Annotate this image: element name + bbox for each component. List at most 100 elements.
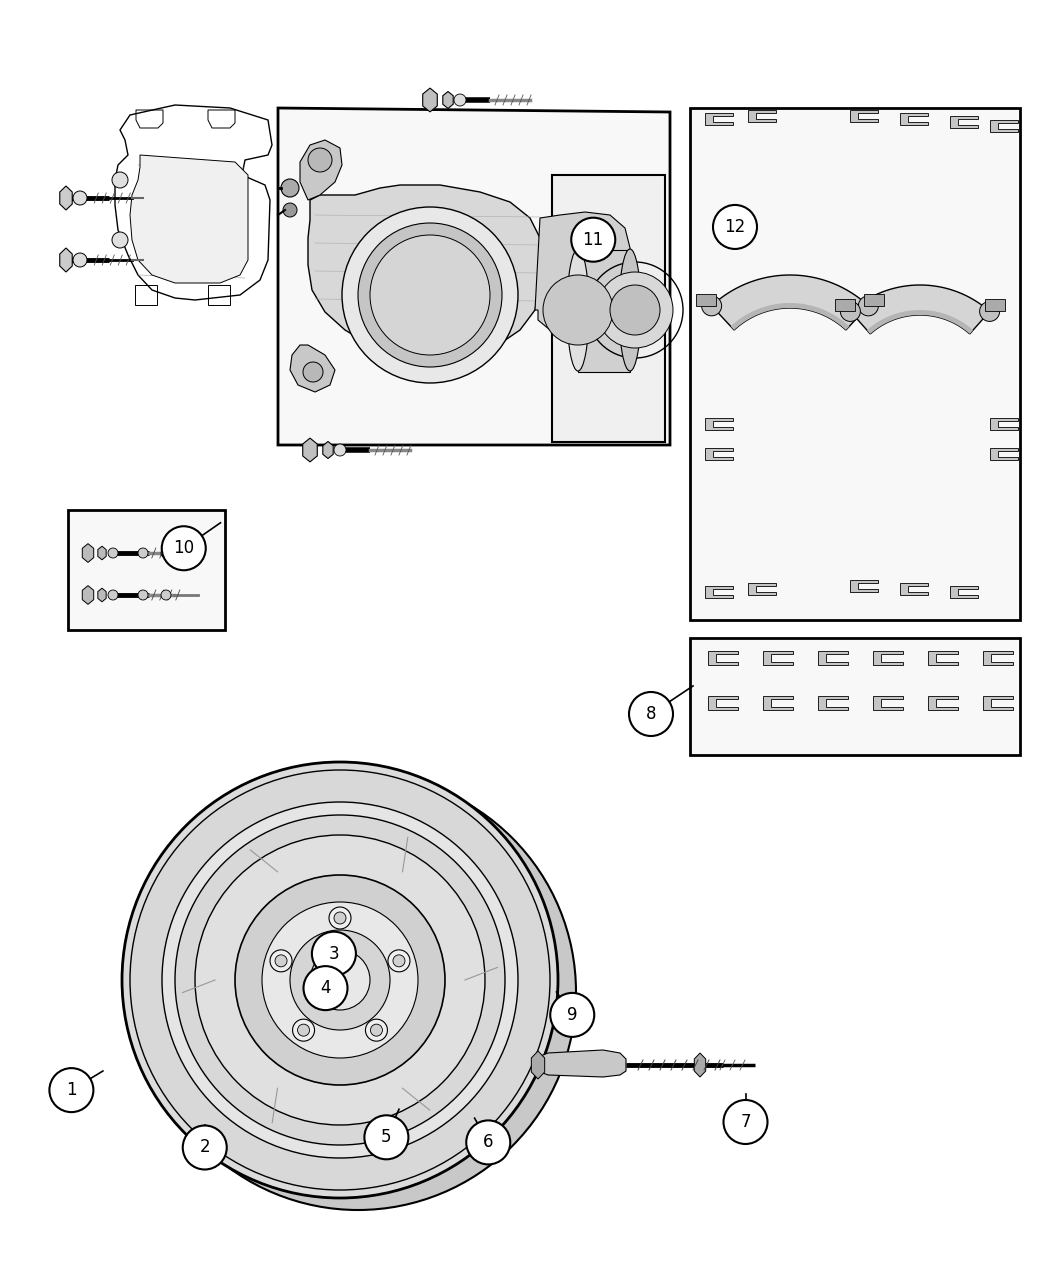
Polygon shape: [705, 448, 733, 460]
Polygon shape: [130, 156, 248, 283]
Polygon shape: [423, 88, 437, 112]
Circle shape: [262, 901, 418, 1058]
Circle shape: [74, 191, 87, 205]
Polygon shape: [818, 652, 848, 666]
Polygon shape: [873, 696, 903, 710]
Circle shape: [293, 1019, 315, 1042]
Polygon shape: [578, 250, 630, 372]
Polygon shape: [763, 696, 793, 710]
Polygon shape: [705, 113, 733, 125]
Polygon shape: [928, 652, 958, 666]
Polygon shape: [531, 1051, 545, 1079]
Circle shape: [364, 1116, 408, 1159]
Circle shape: [358, 223, 502, 367]
Polygon shape: [867, 310, 973, 334]
Polygon shape: [308, 185, 540, 354]
Circle shape: [610, 286, 660, 335]
Polygon shape: [748, 583, 776, 595]
FancyBboxPatch shape: [835, 300, 855, 311]
Circle shape: [74, 252, 87, 266]
Circle shape: [138, 590, 148, 601]
Polygon shape: [983, 652, 1013, 666]
Circle shape: [571, 218, 615, 261]
Circle shape: [112, 172, 128, 187]
Polygon shape: [690, 108, 1020, 620]
Polygon shape: [538, 1051, 626, 1077]
Polygon shape: [990, 120, 1018, 133]
Circle shape: [108, 590, 118, 601]
Polygon shape: [82, 585, 93, 604]
Circle shape: [140, 774, 576, 1210]
Circle shape: [701, 296, 721, 316]
Polygon shape: [850, 580, 878, 592]
Text: 8: 8: [646, 705, 656, 723]
Circle shape: [308, 148, 332, 172]
Polygon shape: [990, 418, 1018, 430]
Circle shape: [454, 94, 466, 106]
Circle shape: [310, 950, 370, 1010]
Polygon shape: [705, 586, 733, 598]
Ellipse shape: [567, 249, 589, 371]
Circle shape: [365, 1019, 387, 1042]
Polygon shape: [98, 546, 106, 560]
Circle shape: [980, 301, 1000, 321]
Circle shape: [161, 548, 171, 558]
Text: 1: 1: [66, 1081, 77, 1099]
Circle shape: [370, 235, 490, 354]
Circle shape: [275, 955, 287, 966]
Circle shape: [183, 1126, 227, 1169]
Circle shape: [329, 907, 351, 929]
Circle shape: [162, 802, 518, 1158]
Circle shape: [393, 955, 405, 966]
Circle shape: [597, 272, 673, 348]
Circle shape: [270, 950, 292, 972]
Circle shape: [312, 932, 356, 975]
Text: 2: 2: [200, 1139, 210, 1156]
Circle shape: [543, 275, 613, 346]
FancyBboxPatch shape: [985, 300, 1005, 311]
Circle shape: [108, 548, 118, 558]
Polygon shape: [983, 696, 1013, 710]
Circle shape: [161, 590, 171, 601]
Polygon shape: [443, 92, 454, 108]
Polygon shape: [60, 249, 72, 272]
Circle shape: [466, 1121, 510, 1164]
Text: 4: 4: [320, 979, 331, 997]
Polygon shape: [712, 275, 868, 330]
Polygon shape: [990, 448, 1018, 460]
Polygon shape: [300, 140, 342, 200]
Text: 3: 3: [329, 945, 339, 963]
Circle shape: [281, 179, 299, 198]
Circle shape: [290, 929, 390, 1030]
Circle shape: [550, 993, 594, 1037]
Polygon shape: [98, 588, 106, 602]
Ellipse shape: [620, 249, 640, 371]
Polygon shape: [950, 586, 978, 598]
Polygon shape: [818, 696, 848, 710]
Circle shape: [713, 205, 757, 249]
Polygon shape: [873, 652, 903, 666]
Polygon shape: [731, 303, 849, 330]
Text: 10: 10: [173, 539, 194, 557]
Polygon shape: [850, 110, 878, 122]
Circle shape: [112, 232, 128, 249]
Polygon shape: [950, 116, 978, 128]
Polygon shape: [694, 1053, 706, 1077]
Polygon shape: [900, 583, 928, 595]
Circle shape: [175, 815, 505, 1145]
Polygon shape: [552, 175, 665, 442]
Circle shape: [334, 912, 346, 924]
Circle shape: [297, 1024, 310, 1037]
Circle shape: [235, 875, 445, 1085]
Text: 11: 11: [583, 231, 604, 249]
Polygon shape: [850, 286, 990, 334]
Circle shape: [130, 770, 550, 1190]
Circle shape: [195, 835, 485, 1125]
Text: 7: 7: [740, 1113, 751, 1131]
Polygon shape: [690, 638, 1020, 755]
Circle shape: [840, 301, 860, 321]
Circle shape: [334, 444, 346, 456]
Polygon shape: [278, 108, 670, 445]
Circle shape: [342, 207, 518, 382]
FancyBboxPatch shape: [696, 295, 716, 306]
